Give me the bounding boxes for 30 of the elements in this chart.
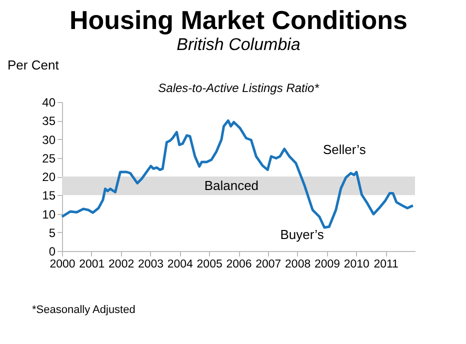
- band-label: Balanced: [204, 178, 259, 193]
- text: Sales-to-Active Listings Ratio*: [158, 81, 320, 95]
- x-tick-label: 2009: [314, 258, 340, 270]
- x-tick-label: 2011: [374, 258, 398, 270]
- x-tick-label: 2001: [79, 258, 105, 270]
- y-tick-label: 35: [42, 114, 56, 128]
- x-tick-label: 2002: [108, 258, 134, 270]
- y-tick-label: 20: [42, 170, 56, 184]
- annotation: Buyer’s: [280, 227, 324, 242]
- y-tick-label: 30: [42, 132, 56, 147]
- text: *Seasonally Adjusted: [32, 304, 136, 316]
- annotation: Seller’s: [322, 142, 366, 157]
- chart-subtitle: British Columbia: [176, 35, 300, 54]
- y-tick-label: 40: [42, 96, 56, 110]
- y-axis-title: Per Cent: [8, 58, 60, 72]
- x-tick-label: 2003: [138, 258, 164, 270]
- x-tick-label: 2006: [226, 258, 252, 270]
- x-tick-label: 2004: [167, 258, 194, 270]
- y-tick-label: 25: [42, 151, 56, 166]
- x-tick-label: 2010: [344, 258, 370, 270]
- x-tick-label: 2007: [256, 258, 282, 270]
- y-tick-label: 0: [48, 244, 56, 258]
- x-tick-label: 2000: [50, 258, 76, 270]
- y-tick-label: 5: [48, 226, 56, 240]
- y-tick-label: 15: [42, 188, 56, 203]
- y-tick-label: 10: [42, 207, 56, 222]
- line-series: [60, 119, 414, 229]
- x-tick-label: 2005: [196, 258, 222, 270]
- chart-title: Housing Market Conditions: [70, 5, 408, 35]
- x-tick-label: 2008: [285, 258, 311, 270]
